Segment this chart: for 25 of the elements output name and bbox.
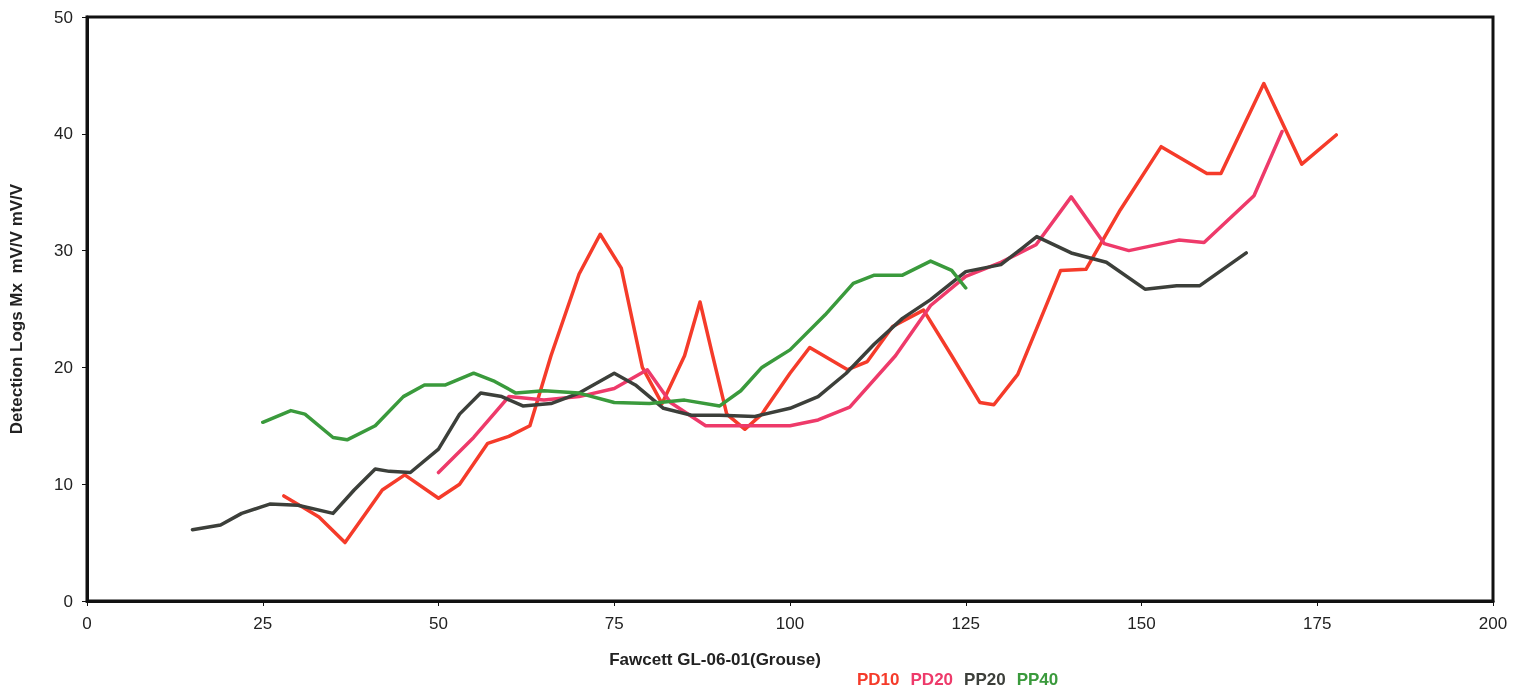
y-tick-label: 50 [54, 7, 73, 27]
text: PP40 [1016, 670, 1059, 689]
y-tick-label: 10 [54, 474, 73, 494]
x-axis-title: Fawcett GL-06-01(Grouse) [609, 650, 821, 669]
line-series [190, 234, 1248, 532]
x-tick-label: 200 [1478, 614, 1508, 633]
y-tick-label: 20 [54, 357, 73, 377]
y-tick-label: 30 [54, 241, 73, 261]
text: PD10 [857, 670, 900, 689]
y-axis-title: Detection Logs Mx mV/V mV/V [7, 183, 26, 435]
x-tick-label: 150 [1127, 614, 1156, 633]
text: PP20 [964, 670, 1006, 689]
x-tick-label: 25 [253, 614, 273, 633]
text: PD20 [910, 670, 954, 689]
x-tick-label: 75 [604, 614, 624, 633]
y-tick-label: 0 [63, 591, 73, 611]
line-series [436, 129, 1284, 475]
line-series [282, 81, 1338, 545]
x-tick-label: 175 [1303, 614, 1332, 633]
x-tick-label: 100 [775, 614, 805, 633]
x-tick-label: 0 [82, 614, 92, 633]
x-tick-label: 50 [429, 614, 448, 633]
line-series [261, 259, 968, 442]
y-tick-label: 40 [54, 124, 73, 144]
x-tick-label: 125 [951, 614, 980, 633]
